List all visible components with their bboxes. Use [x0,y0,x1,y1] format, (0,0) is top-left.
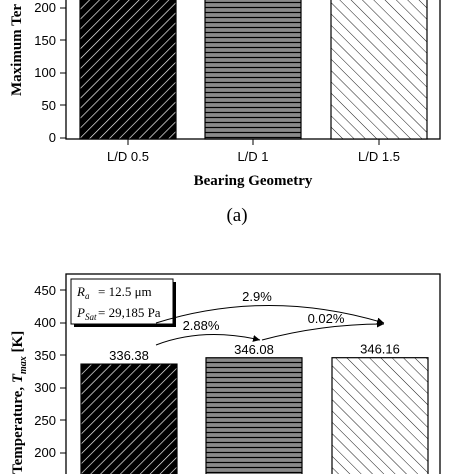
x-axis-title: Bearing Geometry [194,173,313,189]
tick-b-350: 350 [34,348,56,363]
bar-b-1 [205,357,303,474]
panel-b-chart: 336.38 346.08 346.16 450 400 350 300 250 2… [10,273,441,474]
y-axis-title-a: Maximum Ter [9,4,25,96]
tick-a-50: 50 [42,98,56,113]
legend-ra: Ra = 12.5 μm [76,284,152,301]
xtick-a-ld1: L/D 1 [237,149,268,164]
arrow-ld05-to-ld1 [155,334,261,346]
panel-label-a: (a) [226,205,247,226]
annotation-2-88: 2.88% [183,318,220,333]
tick-b-400: 400 [34,315,56,330]
tick-a-150: 150 [34,33,56,48]
panel-b-frame [65,273,441,474]
panel-a-chart: 200 150 100 50 0 L/D 0.5 L/D 1 L/D 1.5 B… [9,0,441,226]
bar-a-ld05 [79,0,177,140]
value-label-1: 346.08 [234,342,274,357]
bar-a-ld15 [330,0,428,140]
bar-b-2 [331,357,429,474]
panel-a-y-ticks: 200 150 100 50 0 [34,0,66,145]
tick-a-100: 100 [34,65,56,80]
bar-a-ld1 [204,0,302,140]
value-label-2: 346.16 [360,342,400,357]
xtick-a-ld15: L/D 1.5 [358,149,400,164]
tick-b-450: 450 [34,283,56,298]
tick-b-250: 250 [34,413,56,428]
xtick-a-ld05: L/D 0.5 [107,149,149,164]
annotation-2-9: 2.9% [242,289,272,304]
comparison-annotations: 2.9% 2.88% 0.02% [155,289,385,346]
tick-a-200: 200 [34,0,56,15]
value-label-0: 336.38 [109,348,149,363]
tick-b-200: 200 [34,445,56,460]
bar-b-0 [80,363,178,474]
legend-box: Ra = 12.5 μm PSat = 29,185 Pa [70,278,176,327]
legend-psat: PSat = 29,185 Pa [76,305,161,322]
annotation-0-02: 0.02% [308,311,345,326]
arrow-ld05-to-ld15 [155,305,385,325]
arrow-ld1-to-ld15 [261,320,385,341]
y-axis-title-b: Temperature, Tmax [K] [10,331,29,474]
tick-a-0: 0 [49,130,56,145]
panel-b-y-ticks: 450 400 350 300 250 200 [34,283,66,460]
tick-b-300: 300 [34,380,56,395]
